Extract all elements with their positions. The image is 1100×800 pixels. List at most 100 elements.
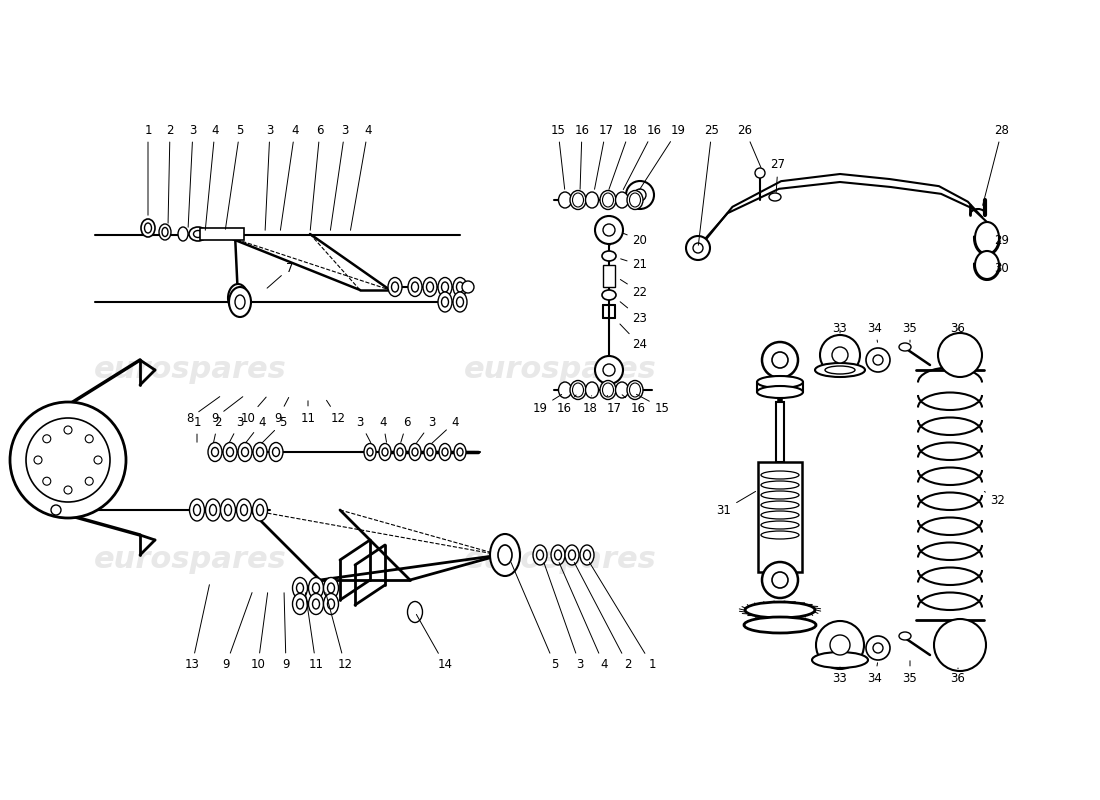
Text: 26: 26 [737, 123, 761, 167]
Text: 4: 4 [559, 562, 607, 671]
Text: 21: 21 [620, 258, 648, 271]
Ellipse shape [224, 505, 231, 515]
Circle shape [873, 643, 883, 653]
Text: 4: 4 [206, 123, 219, 230]
Text: 9: 9 [211, 397, 243, 425]
Text: 16: 16 [623, 394, 646, 414]
Ellipse shape [409, 443, 421, 461]
Ellipse shape [761, 491, 799, 499]
Ellipse shape [761, 471, 799, 479]
Text: 4: 4 [280, 123, 299, 230]
Ellipse shape [975, 222, 999, 254]
Ellipse shape [454, 443, 466, 461]
Text: 3: 3 [188, 123, 197, 227]
Text: 35: 35 [903, 661, 917, 685]
Ellipse shape [379, 443, 390, 461]
Ellipse shape [273, 447, 279, 457]
Ellipse shape [534, 545, 547, 565]
Ellipse shape [397, 448, 403, 456]
Circle shape [51, 505, 60, 515]
Circle shape [43, 434, 51, 442]
Ellipse shape [745, 602, 815, 618]
Ellipse shape [580, 545, 594, 565]
Text: 29: 29 [994, 234, 1010, 246]
Ellipse shape [141, 219, 155, 237]
Ellipse shape [208, 442, 222, 462]
Ellipse shape [975, 251, 999, 279]
Bar [776, 402, 784, 462]
Ellipse shape [411, 282, 418, 292]
Ellipse shape [441, 297, 449, 307]
Circle shape [85, 478, 94, 486]
Ellipse shape [328, 599, 334, 609]
Text: 17: 17 [594, 123, 614, 190]
Ellipse shape [554, 550, 561, 560]
Text: 18: 18 [609, 123, 637, 190]
Ellipse shape [602, 290, 616, 300]
Text: eurospares: eurospares [94, 546, 286, 574]
Text: 36: 36 [950, 322, 966, 334]
Text: 13: 13 [185, 585, 209, 671]
Text: 19: 19 [532, 394, 562, 414]
Circle shape [595, 216, 623, 244]
Text: 33: 33 [833, 322, 847, 334]
Ellipse shape [194, 230, 202, 238]
Ellipse shape [815, 363, 865, 377]
Ellipse shape [392, 282, 398, 292]
Circle shape [64, 486, 72, 494]
Ellipse shape [220, 499, 235, 521]
Ellipse shape [490, 534, 520, 576]
Ellipse shape [899, 632, 911, 640]
Circle shape [595, 356, 623, 384]
Ellipse shape [223, 442, 236, 462]
Ellipse shape [427, 448, 433, 456]
Ellipse shape [394, 443, 406, 461]
Text: 8: 8 [186, 397, 220, 425]
Text: 1: 1 [590, 562, 656, 671]
Ellipse shape [308, 578, 323, 598]
Ellipse shape [616, 382, 628, 398]
Ellipse shape [572, 383, 583, 397]
Circle shape [832, 347, 848, 363]
Ellipse shape [364, 443, 376, 461]
Ellipse shape [603, 383, 614, 397]
Ellipse shape [583, 550, 591, 560]
Ellipse shape [194, 505, 200, 515]
Ellipse shape [293, 594, 308, 614]
Ellipse shape [211, 447, 219, 457]
Text: 24: 24 [620, 324, 648, 351]
Ellipse shape [229, 287, 251, 317]
Circle shape [34, 456, 42, 464]
Ellipse shape [438, 278, 452, 297]
Circle shape [94, 456, 102, 464]
Ellipse shape [270, 442, 283, 462]
Ellipse shape [600, 190, 616, 210]
Ellipse shape [559, 382, 572, 398]
Ellipse shape [234, 293, 242, 303]
Text: 25: 25 [698, 123, 719, 246]
Ellipse shape [757, 386, 803, 398]
Text: 18: 18 [583, 396, 597, 414]
Ellipse shape [761, 521, 799, 529]
Text: 2: 2 [574, 562, 631, 671]
Ellipse shape [744, 617, 816, 633]
Circle shape [762, 562, 798, 598]
Text: 4: 4 [379, 415, 387, 442]
Circle shape [43, 478, 51, 486]
Ellipse shape [236, 499, 252, 521]
Circle shape [603, 364, 615, 376]
Ellipse shape [565, 545, 579, 565]
Ellipse shape [308, 594, 323, 614]
Ellipse shape [498, 545, 512, 565]
Circle shape [603, 224, 615, 236]
Ellipse shape [297, 599, 304, 609]
Ellipse shape [312, 583, 319, 593]
Ellipse shape [456, 448, 463, 456]
Ellipse shape [238, 442, 252, 462]
Ellipse shape [297, 583, 304, 593]
Text: 12: 12 [326, 593, 352, 671]
Text: 14: 14 [417, 614, 452, 671]
Ellipse shape [162, 227, 168, 237]
Ellipse shape [569, 550, 575, 560]
Text: 3: 3 [543, 562, 584, 671]
